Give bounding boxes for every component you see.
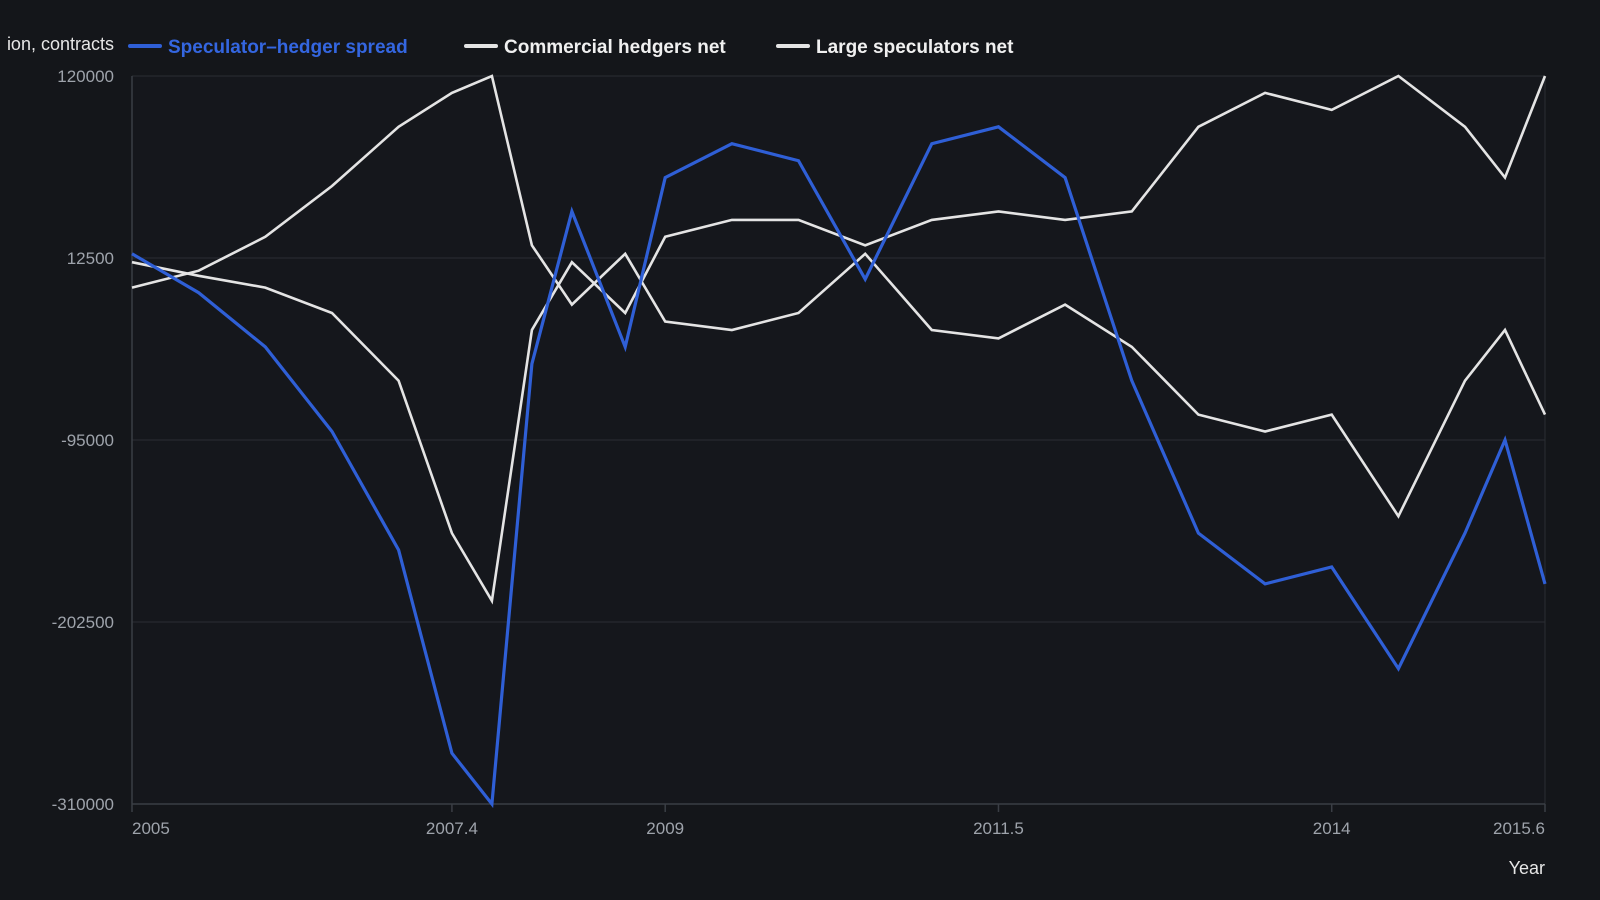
legend-label: Commercial hedgers net bbox=[504, 37, 726, 58]
y-tick-label: -310000 bbox=[52, 795, 114, 814]
series-line-3 bbox=[131, 74, 1547, 519]
series-line-2 bbox=[131, 74, 1547, 605]
x-tick-label: 2015.6 bbox=[1493, 819, 1545, 838]
y-tick-label: -95000 bbox=[61, 431, 114, 450]
x-tick-label: 2005 bbox=[132, 819, 170, 838]
series-line-1 bbox=[131, 125, 1547, 809]
x-tick-label: 2011.5 bbox=[973, 819, 1024, 838]
legend-label: Large speculators net bbox=[816, 37, 1014, 58]
x-axis-title: Year bbox=[1509, 858, 1545, 878]
axes: 120000 12500 -95000 -202500 -310000 2005 2007.… bbox=[52, 67, 1546, 838]
x-tick-label: 2014 bbox=[1313, 819, 1351, 838]
y-tick-label: -202500 bbox=[52, 613, 114, 632]
legend-label: Speculator–hedger spread bbox=[168, 37, 408, 58]
legend: Speculator–hedger spread Commercial hedge… bbox=[128, 37, 1014, 58]
y-tick-label: 12500 bbox=[67, 249, 114, 268]
series-lines bbox=[131, 74, 1547, 809]
y-tick-label: 120000 bbox=[57, 67, 114, 86]
x-tick-label: 2009 bbox=[646, 819, 684, 838]
y-axis-title: ion, contracts bbox=[7, 34, 114, 54]
x-tick-label: 2007.4 bbox=[426, 819, 478, 838]
